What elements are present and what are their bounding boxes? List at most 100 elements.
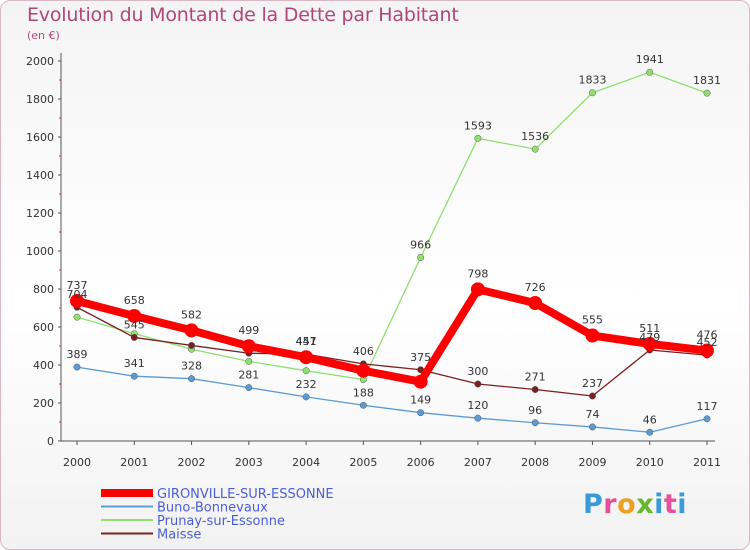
data-label: 452 [697, 336, 718, 349]
data-label: 1593 [464, 119, 492, 132]
data-point [703, 89, 711, 97]
data-point [417, 409, 425, 417]
legend-label: Maisse [157, 528, 201, 543]
chart-subtitle: (en €) [27, 29, 60, 42]
data-point [589, 392, 596, 400]
data-label: 96 [528, 404, 542, 417]
y-tick-label: 0 [47, 435, 54, 448]
data-label: 300 [467, 365, 488, 378]
data-point [359, 401, 367, 409]
legend-label: GIRONVILLE-SUR-ESSONNE [157, 487, 334, 502]
data-label: 441 [296, 335, 317, 348]
y-tick-label: 1000 [26, 245, 54, 258]
data-label: 406 [353, 345, 374, 358]
y-tick-label: 400 [33, 359, 54, 372]
x-tick-label: 2005 [349, 456, 377, 469]
y-tick-label: 1200 [26, 207, 54, 220]
series-line [76, 366, 708, 433]
data-point [417, 254, 425, 261]
data-label: 726 [525, 281, 546, 294]
data-point [646, 68, 654, 76]
data-label: 281 [238, 369, 259, 382]
data-point [531, 419, 539, 427]
x-tick-label: 2010 [636, 456, 664, 469]
x-tick-label: 2006 [407, 456, 435, 469]
data-point [531, 386, 539, 393]
y-tick-label: 200 [33, 397, 54, 410]
y-tick-label: 600 [33, 321, 54, 334]
data-point [703, 415, 711, 423]
data-point [585, 328, 600, 343]
data-point [184, 323, 199, 338]
data-label: 1831 [693, 74, 721, 87]
data-point [302, 367, 310, 375]
series-line [73, 285, 711, 386]
data-point [413, 374, 428, 389]
data-label: 389 [67, 348, 88, 361]
data-point [70, 293, 84, 308]
data-point [245, 384, 253, 392]
y-tick-label: 1600 [26, 131, 54, 144]
data-point [241, 339, 256, 354]
data-point [470, 282, 485, 297]
data-label: 74 [585, 408, 599, 421]
legend-label: Prunay-sur-Essonne [157, 514, 285, 529]
data-point [474, 380, 482, 388]
x-tick-label: 2011 [693, 456, 721, 469]
data-label: 375 [410, 351, 431, 364]
x-tick-label: 2000 [63, 456, 91, 469]
data-point [245, 357, 253, 365]
data-point [589, 89, 596, 97]
series-line [76, 71, 708, 381]
data-point [299, 350, 314, 365]
data-label: 499 [238, 324, 259, 337]
y-tick-label: 1400 [26, 169, 54, 182]
y-tick-label: 800 [33, 283, 54, 296]
data-point [531, 145, 539, 153]
data-label: 328 [181, 360, 202, 373]
x-tick-label: 2001 [120, 456, 148, 469]
data-point [528, 296, 543, 311]
y-tick-label: 2000 [26, 55, 54, 68]
data-label: 798 [467, 267, 488, 280]
x-tick-label: 2007 [464, 456, 492, 469]
data-label: 1536 [521, 130, 549, 143]
data-label: 1941 [636, 53, 664, 66]
data-label: 271 [525, 371, 546, 384]
data-label: 1833 [578, 74, 606, 87]
data-label: 966 [410, 238, 431, 251]
proxiti-logo: Proxiti [583, 489, 688, 520]
x-tick-label: 2003 [235, 456, 263, 469]
data-point [73, 363, 81, 371]
data-point [188, 341, 195, 349]
data-label: 46 [643, 413, 657, 426]
data-label: 341 [124, 357, 145, 370]
data-point [73, 313, 81, 321]
data-point [474, 414, 482, 422]
x-tick-label: 2002 [178, 456, 206, 469]
data-point [188, 375, 195, 383]
data-label: 188 [353, 386, 374, 399]
data-label: 582 [181, 308, 202, 321]
data-label: 120 [467, 399, 488, 412]
data-label: 149 [410, 394, 431, 407]
data-label: 479 [639, 331, 660, 344]
data-point [700, 343, 714, 358]
data-label: 737 [67, 279, 88, 292]
data-point [642, 336, 657, 351]
data-label: 704 [67, 288, 88, 301]
data-point [356, 363, 371, 378]
legend-label: Buno-Bonnevaux [157, 501, 268, 516]
series-line [76, 306, 708, 397]
data-label: 457 [296, 335, 317, 348]
data-label: 476 [697, 329, 718, 342]
data-point [589, 423, 596, 431]
x-tick-label: 2008 [521, 456, 549, 469]
data-label: 232 [296, 378, 317, 391]
data-point [646, 428, 654, 436]
data-label: 555 [582, 314, 603, 327]
x-tick-label: 2009 [578, 456, 606, 469]
data-point [302, 393, 310, 401]
data-point [130, 372, 138, 380]
